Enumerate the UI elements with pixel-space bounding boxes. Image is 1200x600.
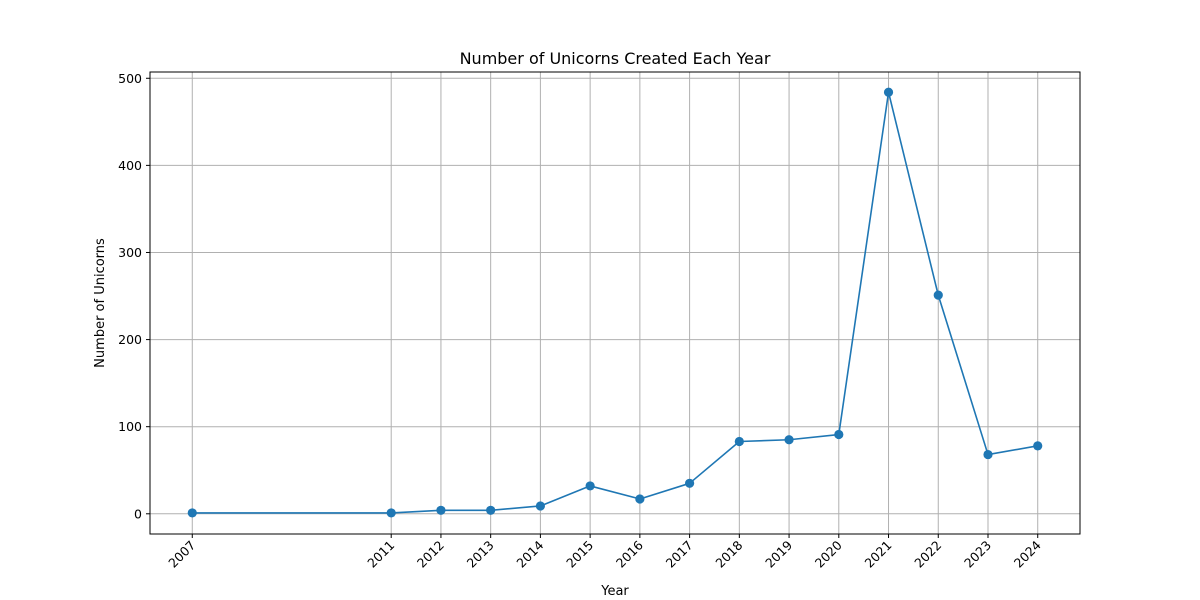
y-axis-label: Number of Unicorns xyxy=(93,238,108,368)
chart-title: Number of Unicorns Created Each Year xyxy=(460,49,771,68)
ticks-layer: 0 100 200 300 400 500 2007 2011 2012 2013 2014 2015… xyxy=(118,71,1044,571)
data-point xyxy=(933,290,943,300)
x-axis-label: Year xyxy=(600,584,629,599)
x-tick-label: 2017 xyxy=(663,538,696,571)
x-tick-label: 2020 xyxy=(812,537,845,570)
y-tick-label: 500 xyxy=(118,71,142,86)
y-tick-label: 200 xyxy=(118,332,142,347)
x-tick-label: 2007 xyxy=(165,538,198,571)
data-point xyxy=(784,435,794,445)
x-tick-label: 2024 xyxy=(1011,537,1044,570)
data-point xyxy=(1033,441,1043,451)
data-point xyxy=(386,508,396,518)
y-tick-label: 100 xyxy=(118,419,142,434)
series-layer xyxy=(187,87,1043,518)
x-tick-label: 2012 xyxy=(414,538,447,571)
y-tick-label: 400 xyxy=(118,158,142,173)
plot-frame xyxy=(149,71,1081,535)
x-tick-label: 2016 xyxy=(613,537,646,570)
x-tick-label: 2014 xyxy=(513,537,546,570)
x-tick-label: 2013 xyxy=(464,538,497,571)
x-tick-label: 2011 xyxy=(364,538,397,571)
data-point xyxy=(983,449,993,460)
data-point xyxy=(684,478,695,488)
data-point xyxy=(585,481,595,491)
data-point xyxy=(635,494,645,504)
y-tick-label: 300 xyxy=(118,245,142,260)
x-tick-label: 2015 xyxy=(563,538,596,571)
x-tick-label: 2023 xyxy=(961,538,994,571)
data-point xyxy=(187,508,197,518)
x-tick-label: 2019 xyxy=(762,537,795,570)
data-point xyxy=(834,429,844,440)
x-tick-label: 2021 xyxy=(862,538,895,571)
y-tick-label: 0 xyxy=(134,506,142,521)
series-line xyxy=(192,91,1038,514)
data-point xyxy=(883,87,894,97)
grid xyxy=(150,72,1080,534)
data-point xyxy=(734,436,744,447)
data-point xyxy=(535,501,546,511)
x-tick-label: 2018 xyxy=(712,537,745,570)
data-point xyxy=(486,505,496,515)
x-tick-label: 2022 xyxy=(911,538,944,571)
data-point xyxy=(436,505,446,515)
